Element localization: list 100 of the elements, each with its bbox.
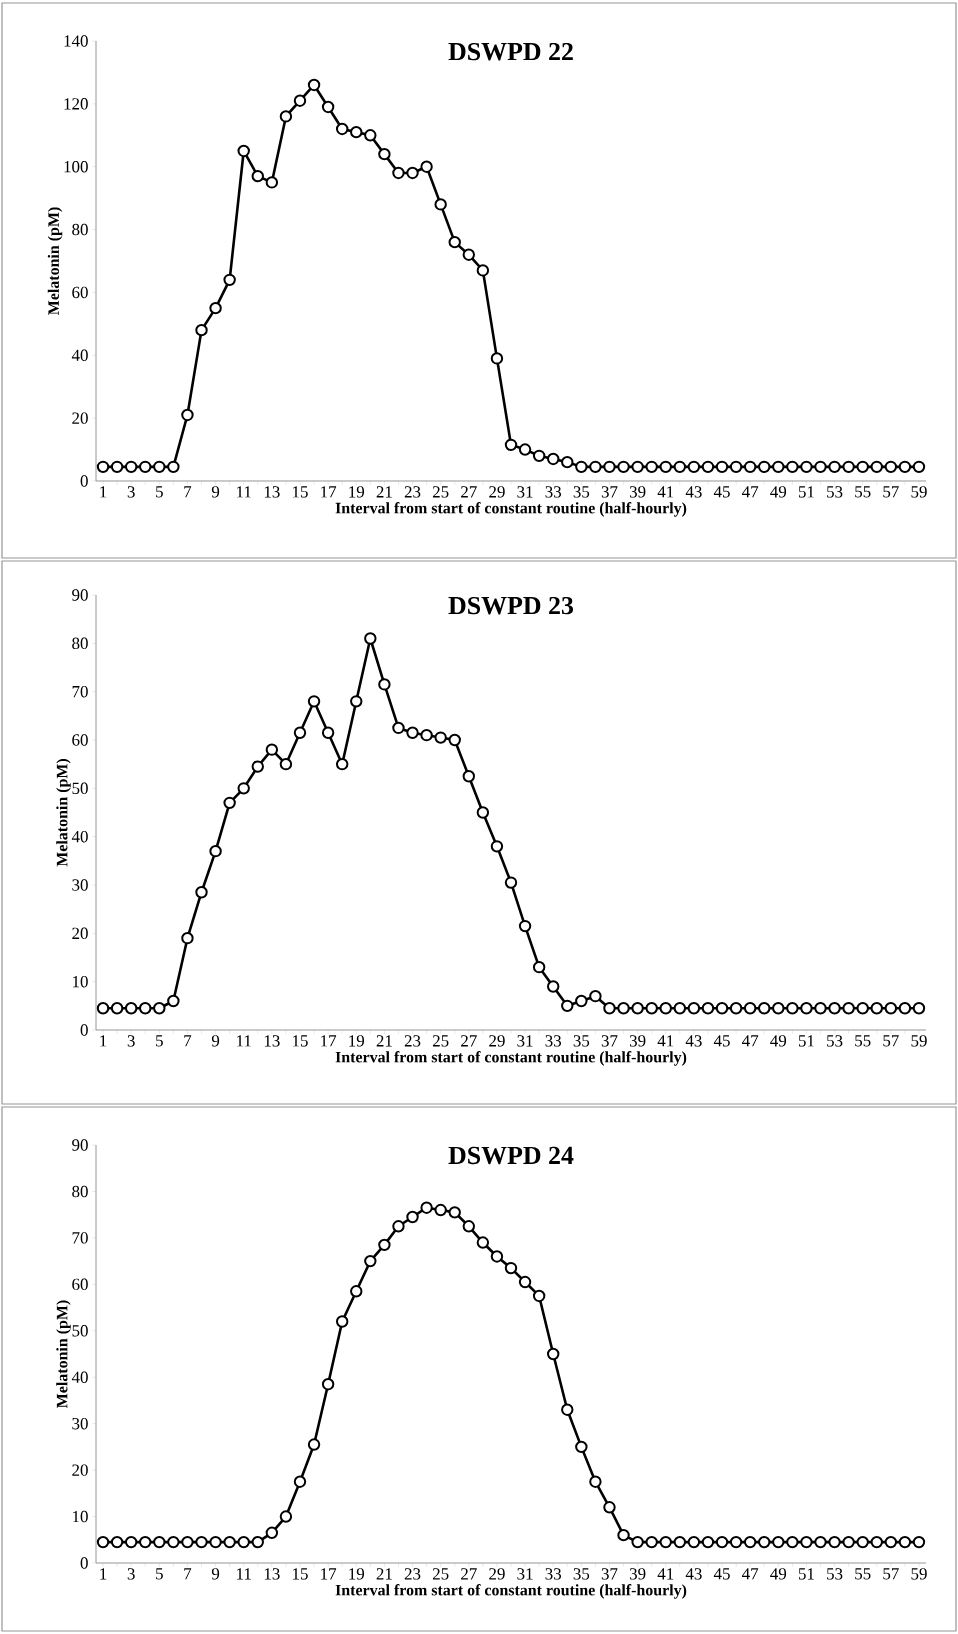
x-tick-label: 39: [629, 1035, 646, 1047]
point: [561, 999, 574, 1013]
point: [898, 1002, 912, 1015]
x-tick-label: 21: [376, 1568, 392, 1580]
x-tick-label: 29: [489, 1568, 505, 1580]
x-tick-label: 25: [432, 1568, 449, 1580]
point: [181, 1535, 194, 1549]
x-tick-label: 29: [489, 1035, 505, 1047]
x-axis-title: Interval from start of constant routine (half-hourly): [335, 1051, 687, 1066]
point: [209, 301, 222, 315]
point: [758, 460, 771, 474]
x-tick-label: 19: [349, 1568, 365, 1580]
x-tick-label: 9: [211, 1035, 220, 1047]
point: [603, 1501, 616, 1514]
point: [392, 166, 405, 180]
x-tick-label: 11: [237, 1568, 251, 1580]
point: [490, 352, 504, 365]
point: [223, 1535, 236, 1549]
x-tick-label: 7: [184, 1568, 192, 1580]
point: [237, 1535, 250, 1549]
point: [167, 460, 180, 474]
x-tick-label: 1: [100, 1035, 107, 1047]
point: [209, 844, 222, 858]
point: [912, 1535, 926, 1549]
point: [195, 886, 208, 899]
point: [772, 1535, 785, 1549]
x-axis-title: Interval from start of constant routine (half-hourly): [335, 502, 687, 517]
point: [378, 1238, 391, 1252]
point: [814, 1535, 827, 1549]
point: [547, 980, 560, 993]
point: [195, 1535, 208, 1549]
point: [364, 632, 377, 645]
point: [406, 726, 419, 739]
point: [645, 1535, 658, 1549]
point: [772, 460, 785, 474]
x-tick-label: 3: [127, 486, 135, 498]
point: [673, 460, 687, 474]
point: [758, 1535, 771, 1549]
point: [434, 1203, 447, 1217]
point: [476, 1236, 490, 1249]
point: [786, 1535, 799, 1549]
point: [659, 460, 672, 474]
y-tick-label: 120: [64, 98, 88, 110]
y-tick-label: 20: [72, 412, 88, 424]
point: [392, 721, 405, 735]
point: [532, 449, 546, 463]
point: [321, 100, 335, 114]
point: [350, 125, 363, 139]
x-tick-label: 17: [321, 486, 337, 498]
point: [392, 1220, 405, 1233]
point: [687, 460, 701, 474]
point: [884, 1535, 898, 1549]
point: [96, 1535, 110, 1549]
x-tick-label: 13: [264, 1568, 280, 1580]
point: [490, 1250, 504, 1263]
point: [307, 1438, 321, 1451]
x-tick-label: 17: [321, 1568, 337, 1580]
x-tick-label: 49: [770, 1568, 787, 1580]
x-tick-label: 19: [349, 486, 365, 498]
x-tick-label: 33: [545, 1035, 562, 1047]
point: [631, 1535, 644, 1549]
x-tick-label: 59: [911, 1035, 927, 1047]
x-tick-label: 57: [883, 486, 899, 498]
y-tick-label: 50: [72, 1325, 88, 1337]
y-axis-title: Melatonin (pM): [56, 758, 71, 867]
point: [504, 1261, 518, 1275]
point: [167, 1535, 180, 1549]
point: [251, 169, 264, 183]
x-tick-label: 57: [883, 1568, 899, 1580]
point: [153, 460, 166, 474]
point: [434, 731, 447, 744]
point: [124, 460, 138, 474]
point: [96, 1002, 110, 1015]
y-tick-label: 80: [72, 223, 88, 236]
x-tick-label: 13: [264, 1035, 280, 1047]
x-tick-label: 19: [349, 1035, 365, 1047]
x-tick-label: 25: [432, 486, 449, 498]
point: [547, 1347, 560, 1361]
x-tick-label: 55: [855, 486, 871, 498]
x-tick-label: 13: [264, 486, 280, 498]
x-tick-label: 33: [545, 486, 562, 498]
x-tick-label: 53: [827, 486, 843, 498]
y-tick-label: 70: [72, 685, 88, 698]
point: [476, 806, 490, 819]
x-tick-label: 49: [770, 486, 787, 498]
point: [110, 460, 124, 474]
point: [715, 1002, 729, 1015]
point: [729, 1535, 743, 1549]
point: [561, 1403, 574, 1416]
point: [293, 726, 307, 739]
x-tick-label: 55: [855, 1568, 871, 1580]
x-tick-label: 55: [855, 1035, 871, 1047]
point: [462, 770, 475, 783]
x-tick-label: 27: [461, 1035, 477, 1047]
point: [617, 1528, 630, 1542]
y-tick-label: 100: [64, 160, 88, 173]
x-tick-label: 37: [601, 1035, 618, 1047]
point: [743, 1535, 757, 1549]
x-tick-label: 47: [742, 1035, 759, 1047]
point: [575, 1440, 588, 1454]
